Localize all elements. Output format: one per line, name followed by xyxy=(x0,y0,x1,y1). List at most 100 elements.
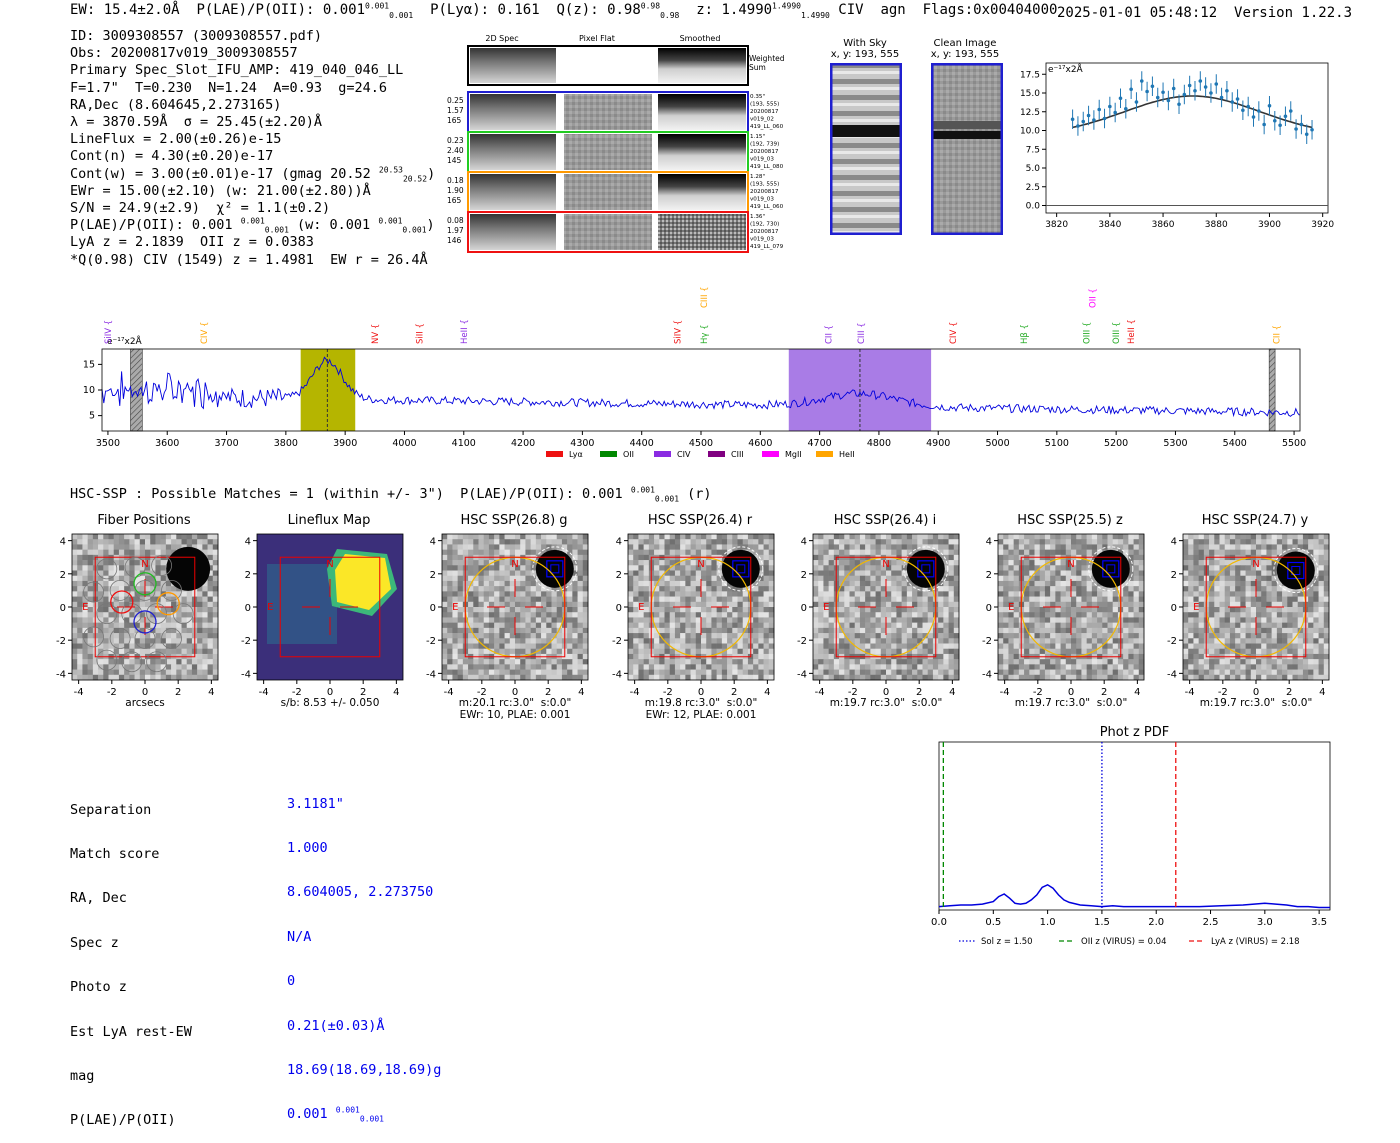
pixel xyxy=(1188,623,1194,629)
pixel xyxy=(1113,675,1119,681)
pixel xyxy=(659,591,665,597)
pixel xyxy=(1066,617,1072,623)
pixel xyxy=(572,586,578,592)
pixel xyxy=(1324,544,1330,550)
pixel xyxy=(691,633,697,639)
pixel xyxy=(1261,591,1267,597)
north-label: N xyxy=(697,559,704,570)
pixel xyxy=(1040,638,1046,644)
pixel xyxy=(1128,597,1134,603)
pixel xyxy=(182,644,188,650)
pixel xyxy=(876,623,882,629)
pixel xyxy=(1071,628,1077,634)
pixel xyxy=(192,670,198,676)
pixel xyxy=(818,544,824,550)
pixel xyxy=(818,659,824,665)
pixel xyxy=(907,539,913,545)
header-plae: P(LAE)/P(OII): 0.001 xyxy=(196,2,365,18)
pixel xyxy=(844,581,850,587)
pixel xyxy=(1308,612,1314,618)
pixel xyxy=(197,602,203,608)
pixel xyxy=(72,638,78,644)
pixel xyxy=(844,644,850,650)
pixel xyxy=(870,638,876,644)
east-label: E xyxy=(638,602,644,613)
pixel xyxy=(1220,597,1226,603)
pixel xyxy=(711,659,717,665)
pixel xyxy=(1102,534,1108,540)
pixel xyxy=(998,659,1004,665)
pixel xyxy=(1266,550,1272,556)
pixel xyxy=(103,649,109,655)
pixel xyxy=(665,649,671,655)
pixel xyxy=(891,544,897,550)
pixel xyxy=(717,628,723,634)
pixel xyxy=(764,550,770,556)
pixel xyxy=(546,628,552,634)
pixel xyxy=(850,576,856,582)
pixel xyxy=(484,550,490,556)
pixel xyxy=(1277,591,1283,597)
pixel xyxy=(484,633,490,639)
pixel xyxy=(855,571,861,577)
pixel xyxy=(706,649,712,655)
pixel xyxy=(479,560,485,566)
pixel xyxy=(923,534,929,540)
cutout-right-label: 20200817 xyxy=(750,189,779,195)
pixel xyxy=(447,654,453,660)
pixel xyxy=(943,628,949,634)
pixel xyxy=(738,539,744,545)
pixel xyxy=(1092,586,1098,592)
pixel xyxy=(1014,664,1020,670)
pixel xyxy=(896,586,902,592)
pixel xyxy=(442,560,448,566)
pixel xyxy=(1134,644,1140,650)
pixel xyxy=(135,675,141,681)
pixel xyxy=(1183,623,1189,629)
pixel xyxy=(1214,534,1220,540)
pixel xyxy=(452,581,458,587)
pixel xyxy=(701,612,707,618)
pixel xyxy=(711,550,717,556)
pixel xyxy=(505,602,511,608)
pixel xyxy=(1066,586,1072,592)
pixel xyxy=(557,602,563,608)
pixel xyxy=(494,675,500,681)
pixel xyxy=(644,602,650,608)
pixel xyxy=(855,586,861,592)
pixel xyxy=(536,638,542,644)
pixel xyxy=(505,628,511,634)
pixel xyxy=(1256,617,1262,623)
cutout-flat-2 xyxy=(564,174,652,210)
pixel xyxy=(1081,638,1087,644)
pixel xyxy=(458,571,464,577)
pixel xyxy=(1214,560,1220,566)
pixel xyxy=(706,612,712,618)
pixel xyxy=(633,591,639,597)
pixel xyxy=(213,670,219,676)
panel-title: HSC SSP(26.4) r xyxy=(608,513,792,528)
pixel xyxy=(659,534,665,540)
pixel xyxy=(567,602,573,608)
pixel xyxy=(813,550,819,556)
pixel xyxy=(1097,659,1103,665)
pixel xyxy=(717,623,723,629)
cutout-right-label: 1.28" xyxy=(750,174,765,180)
pixel xyxy=(484,591,490,597)
pixel xyxy=(928,597,934,603)
zoom-point xyxy=(1246,105,1250,109)
pixel xyxy=(865,539,871,545)
pixel xyxy=(572,670,578,676)
pixel xyxy=(706,534,712,540)
pixel xyxy=(764,633,770,639)
pixel xyxy=(1113,607,1119,613)
pixel xyxy=(1045,550,1051,556)
pixel xyxy=(649,659,655,665)
pixel xyxy=(182,675,188,681)
pixel xyxy=(717,586,723,592)
pixel xyxy=(923,623,929,629)
pixel xyxy=(1071,612,1077,618)
pixel xyxy=(954,649,960,655)
pixel xyxy=(452,591,458,597)
pixel xyxy=(896,607,902,613)
